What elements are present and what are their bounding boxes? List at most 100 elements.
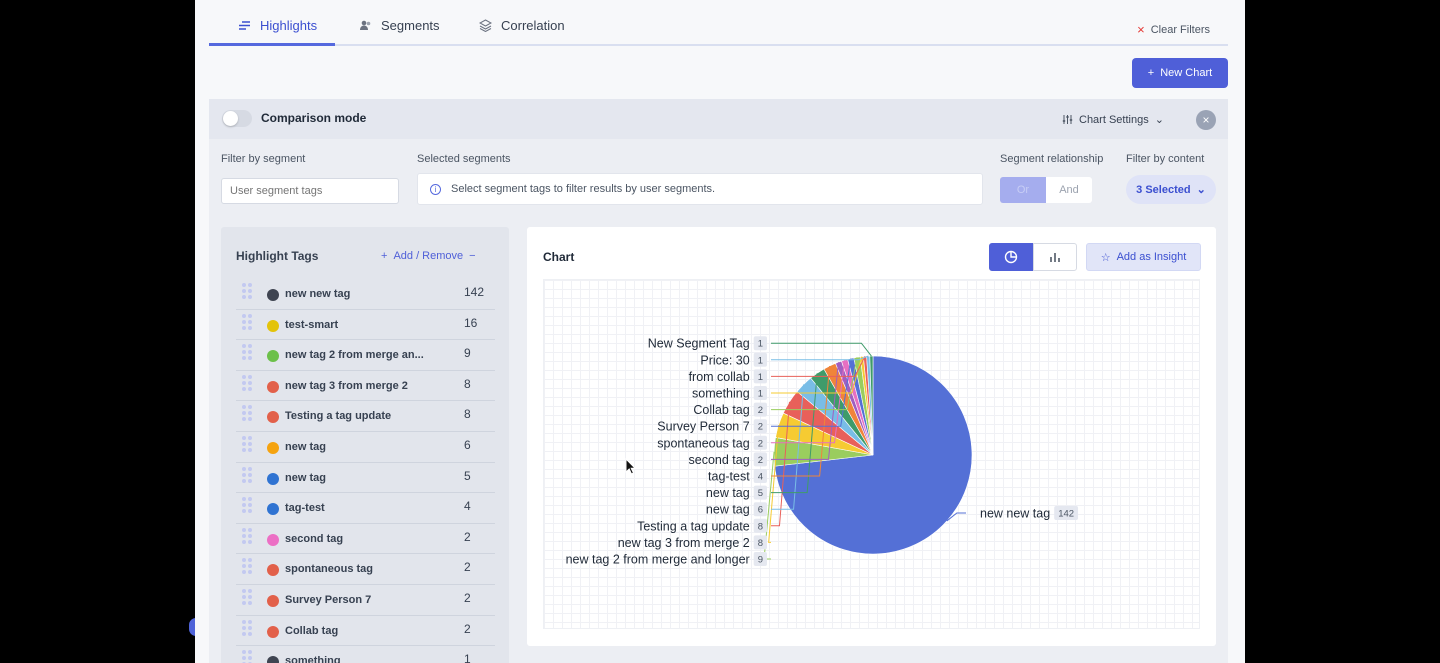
tag-row[interactable]: tag-test 4 xyxy=(236,493,495,524)
slice-value: 8 xyxy=(758,538,763,549)
slice-value: 1 xyxy=(758,355,763,366)
drag-handle-icon[interactable] xyxy=(242,527,254,546)
tag-name: new tag xyxy=(285,440,326,453)
tag-row[interactable]: Survey Person 7 2 xyxy=(236,585,495,616)
add-insight-button[interactable]: ☆ Add as Insight xyxy=(1086,243,1201,271)
tag-count: 8 xyxy=(464,407,471,422)
tag-count: 16 xyxy=(464,315,478,330)
drag-handle-icon[interactable] xyxy=(242,283,254,301)
tab-segments[interactable]: Segments xyxy=(330,12,456,46)
slice-value: 2 xyxy=(758,455,763,466)
slice-label: New Segment Tag xyxy=(648,337,750,351)
slice-value: 1 xyxy=(758,389,763,400)
clear-filters-button[interactable]: × Clear Filters xyxy=(1137,22,1210,37)
comparison-label: Comparison mode xyxy=(261,111,367,125)
tag-name: Collab tag xyxy=(285,624,339,637)
drag-handle-icon[interactable] xyxy=(242,650,254,663)
tag-row[interactable]: spontaneous tag 2 xyxy=(236,554,495,585)
chevron-down-icon: ⌄ xyxy=(1154,114,1164,126)
content-filter-dropdown[interactable]: 3 Selected ⌄ xyxy=(1126,175,1216,204)
chart-title: Chart xyxy=(543,250,575,264)
leader-line xyxy=(771,373,818,494)
slice-value-badge xyxy=(753,352,767,367)
selected-segments-hint: Select segment tags to filter results by… xyxy=(451,183,716,195)
tag-row[interactable]: Collab tag 2 xyxy=(236,616,495,647)
leader-line xyxy=(771,358,852,427)
slice-label: new new tag xyxy=(980,507,1050,521)
tag-row[interactable]: new tag 3 from merge 2 8 xyxy=(236,371,495,402)
tag-row[interactable]: second tag 2 xyxy=(236,524,495,555)
close-panel-button[interactable]: × xyxy=(1196,110,1216,130)
slice-label: from collab xyxy=(689,370,750,384)
slice-label: new tag xyxy=(706,486,750,500)
slice-value: 8 xyxy=(758,521,763,532)
tag-color-dot xyxy=(267,564,279,577)
drag-handle-icon[interactable] xyxy=(242,344,254,362)
slice-label: Collab tag xyxy=(693,403,749,417)
tag-row[interactable]: test-smart 16 xyxy=(236,310,495,341)
leader-line xyxy=(771,365,831,477)
slice-label: Testing a tag update xyxy=(637,519,750,533)
drag-handle-icon[interactable] xyxy=(242,588,254,607)
highlight-tags-title: Highlight Tags xyxy=(236,249,319,263)
tab-correlation[interactable]: Correlation xyxy=(450,12,581,46)
relationship-and-button[interactable]: And xyxy=(1046,177,1092,203)
drag-handle-icon[interactable] xyxy=(242,497,254,515)
tag-name: new tag xyxy=(285,471,326,484)
tag-count: 1 xyxy=(464,652,471,663)
comparison-toggle[interactable] xyxy=(222,110,252,127)
sliders-icon xyxy=(1062,115,1073,124)
tag-count: 142 xyxy=(464,285,485,299)
relationship-or-button[interactable]: Or xyxy=(1000,177,1046,203)
tag-row[interactable]: something 1 xyxy=(236,646,495,663)
add-remove-button[interactable]: + Add / Remove − xyxy=(381,250,476,262)
new-chart-button[interactable]: + New Chart xyxy=(1132,58,1228,88)
tag-color-dot xyxy=(267,625,279,638)
slice-value: 2 xyxy=(758,405,763,416)
slice-label: second tag xyxy=(689,453,750,467)
segment-tags-input[interactable] xyxy=(221,178,399,204)
slice-value: 1 xyxy=(758,339,763,350)
bar-view-button[interactable] xyxy=(1033,243,1077,271)
chevron-down-icon: ⌄ xyxy=(1196,184,1206,196)
tag-count: 2 xyxy=(464,529,471,544)
leader-line xyxy=(771,355,869,361)
tag-count: 2 xyxy=(464,621,471,636)
drag-handle-icon[interactable] xyxy=(242,405,254,423)
plus-icon: + xyxy=(381,250,388,262)
tag-row[interactable]: new tag 6 xyxy=(236,432,495,463)
view-toggle xyxy=(989,243,1077,271)
close-icon: × xyxy=(1202,113,1210,127)
drag-handle-icon[interactable] xyxy=(242,466,254,485)
tag-name: test-smart xyxy=(285,318,339,331)
tag-row[interactable]: new new tag 142 xyxy=(236,279,495,310)
drag-handle-icon[interactable] xyxy=(242,313,254,332)
tag-row[interactable]: Testing a tag update 8 xyxy=(236,401,495,432)
pie-view-button[interactable] xyxy=(989,243,1033,271)
tag-row[interactable]: new tag 2 from merge an... 9 xyxy=(236,340,495,371)
tab-label: Highlights xyxy=(260,18,318,33)
tag-row[interactable]: new tag 5 xyxy=(236,463,495,494)
drag-handle-icon[interactable] xyxy=(242,558,254,576)
bars-icon xyxy=(239,21,250,30)
filter-content-label: Filter by content xyxy=(1126,153,1205,165)
tag-name: spontaneous tag xyxy=(285,563,374,576)
slice-value-badge xyxy=(753,419,767,434)
slice-value-badge xyxy=(753,369,767,384)
tag-name: tag-test xyxy=(285,502,325,515)
bar-chart-icon xyxy=(1050,253,1060,262)
drag-handle-icon[interactable] xyxy=(242,435,254,454)
leader-line xyxy=(771,362,839,460)
tag-color-dot xyxy=(267,350,279,363)
tag-name: new tag 2 from merge an... xyxy=(285,349,424,362)
slice-value: 1 xyxy=(758,372,763,383)
pie-slice[interactable] xyxy=(774,355,973,555)
slice-label: new tag 2 from merge and longer xyxy=(566,553,750,567)
highlight-tags-panel: Highlight Tags + Add / Remove − new new … xyxy=(221,227,509,663)
drag-handle-icon[interactable] xyxy=(242,374,254,393)
drag-handle-icon[interactable] xyxy=(242,619,254,638)
chart-settings-button[interactable]: Chart Settings ⌄ xyxy=(1062,113,1164,126)
slice-label: Survey Person 7 xyxy=(657,420,749,434)
tab-highlights[interactable]: Highlights xyxy=(209,12,335,46)
